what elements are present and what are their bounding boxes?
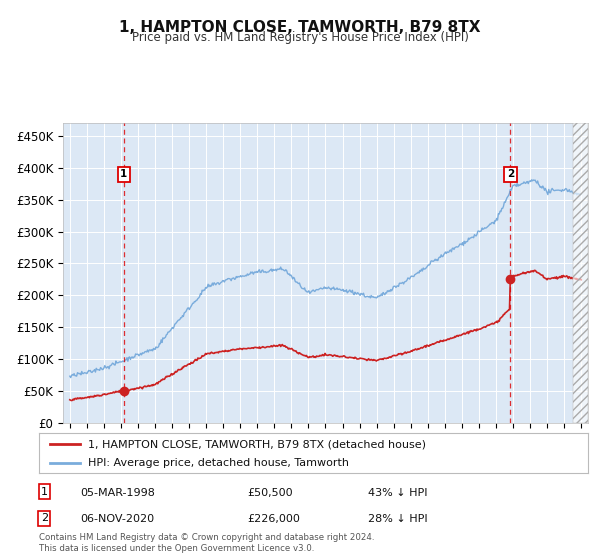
Text: £226,000: £226,000	[248, 514, 301, 524]
Text: 1: 1	[41, 487, 48, 497]
Text: 2: 2	[506, 169, 514, 179]
Bar	[572, 123, 588, 423]
Text: 1, HAMPTON CLOSE, TAMWORTH, B79 8TX: 1, HAMPTON CLOSE, TAMWORTH, B79 8TX	[119, 20, 481, 35]
Text: HPI: Average price, detached house, Tamworth: HPI: Average price, detached house, Tamw…	[88, 458, 349, 468]
Text: 06-NOV-2020: 06-NOV-2020	[80, 514, 154, 524]
Text: 2: 2	[41, 513, 48, 523]
Text: Price paid vs. HM Land Registry's House Price Index (HPI): Price paid vs. HM Land Registry's House …	[131, 31, 469, 44]
Bar	[572, 123, 588, 423]
Text: 1: 1	[120, 169, 127, 179]
Text: 28% ↓ HPI: 28% ↓ HPI	[368, 514, 428, 524]
Text: £50,500: £50,500	[248, 488, 293, 498]
Text: 05-MAR-1998: 05-MAR-1998	[80, 488, 155, 498]
Text: Contains HM Land Registry data © Crown copyright and database right 2024.
This d: Contains HM Land Registry data © Crown c…	[39, 533, 374, 553]
Text: 1, HAMPTON CLOSE, TAMWORTH, B79 8TX (detached house): 1, HAMPTON CLOSE, TAMWORTH, B79 8TX (det…	[88, 439, 427, 449]
Text: 43% ↓ HPI: 43% ↓ HPI	[368, 488, 428, 498]
